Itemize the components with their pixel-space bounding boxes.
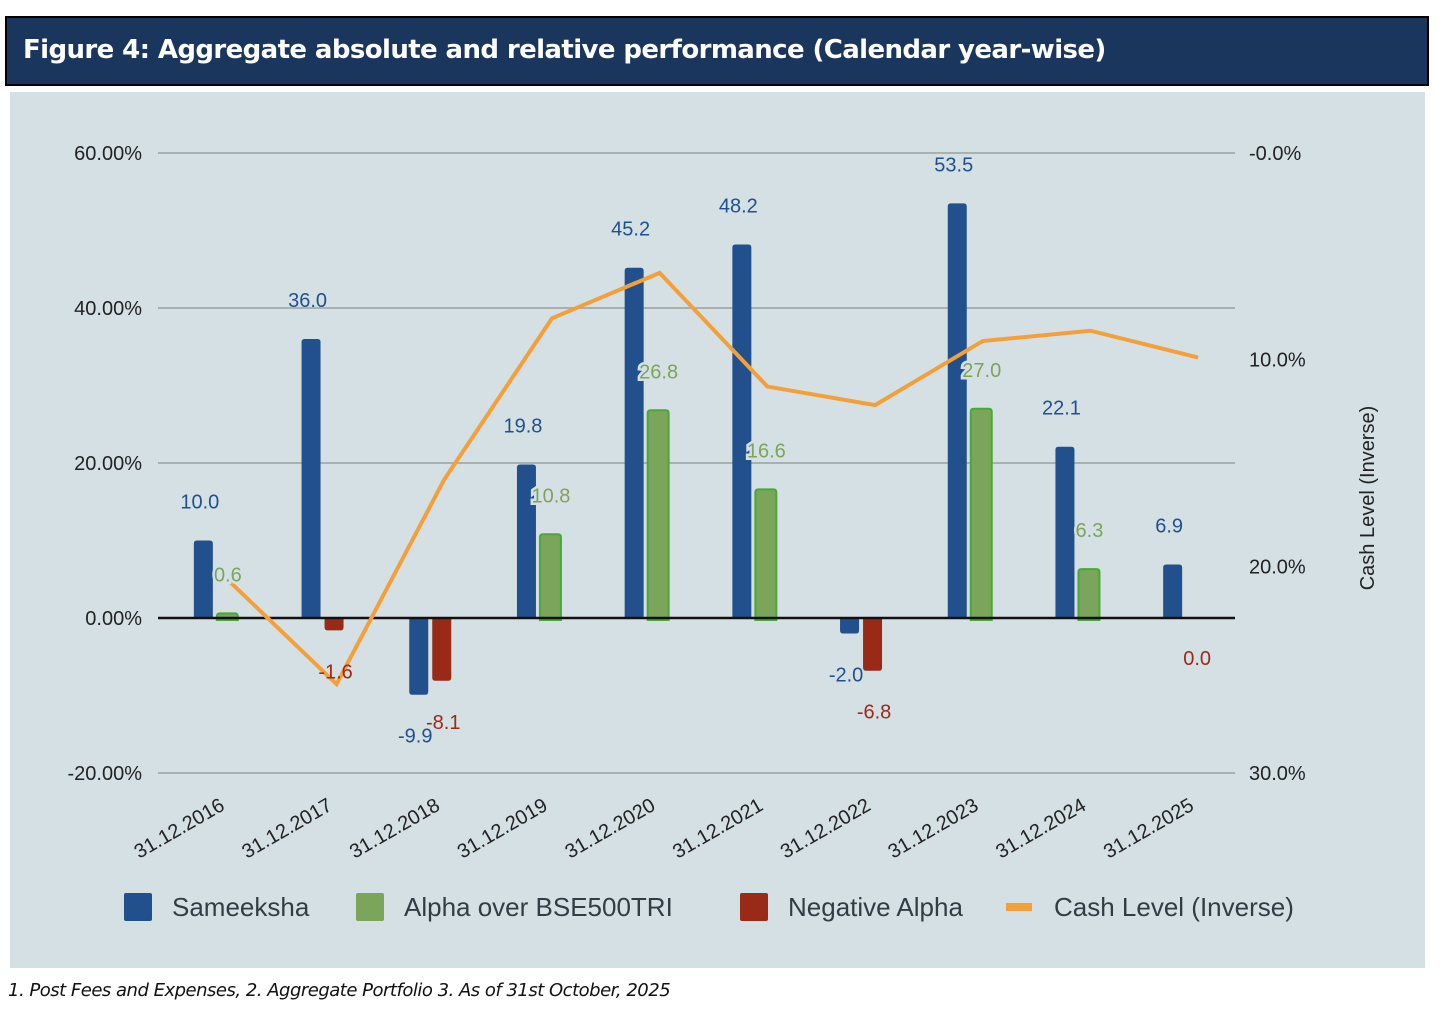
gridlines: [158, 152, 1235, 774]
legend-swatch-alpha: [356, 893, 384, 921]
data-label-alpha: 10.8: [531, 485, 570, 507]
bar-negative-alpha: [432, 618, 452, 681]
bar-alpha: [754, 488, 778, 621]
data-label-sameeksha: 45.2: [611, 219, 650, 241]
right-axis-tick-label: 10.0%: [1249, 350, 1306, 372]
data-label-sameeksha: -2.0: [829, 665, 863, 687]
x-axis-ticks: 31.12.2016 31.12.2017 31.12.2018 31.12.2019…: [131, 794, 1198, 863]
x-axis-tick-label: 31.12.2023: [885, 794, 983, 863]
legend-label-sameeksha: Sameeksha: [172, 892, 310, 922]
data-labels: 10.0 0.6 36.0 -1.6 -9.9-8.1 19.8 10.8 45.2 26.8 4…: [180, 154, 1211, 747]
legend-swatch-negative-alpha: [740, 893, 768, 921]
bar-negative-alpha: [324, 618, 344, 631]
data-label-sameeksha: -9.9: [398, 726, 432, 748]
bar-sameeksha: [301, 339, 321, 618]
bar-sameeksha: [1163, 564, 1183, 618]
bar-alpha: [538, 533, 562, 621]
legend-label-negative-alpha: Negative Alpha: [788, 892, 963, 922]
cash-line-group: [227, 270, 1199, 688]
bar-alpha: [969, 407, 993, 621]
legend: Sameeksha Alpha over BSE500TRI Negative Al…: [124, 892, 1294, 922]
right-axis-tick-label: 30.0%: [1249, 763, 1306, 785]
data-label-negative-alpha: -8.1: [426, 712, 460, 734]
right-axis-tick-label: -0.0%: [1249, 143, 1301, 165]
bar-alpha: [646, 409, 670, 621]
chart-panel: 10.0 0.6 36.0 -1.6 -9.9 -8.1 19.8 10.8 45.2 26.8 4…: [10, 92, 1425, 968]
x-axis-tick-label: 31.12.2020: [561, 794, 659, 863]
x-axis-tick-label: 31.12.2017: [238, 794, 336, 863]
left-axis-tick-label: -20.00%: [68, 763, 143, 785]
data-label-sameeksha: 19.8: [503, 416, 542, 438]
legend-label-alpha: Alpha over BSE500TRI: [404, 892, 673, 922]
bar-sameeksha: [516, 464, 536, 618]
right-axis-tick-label: 20.0%: [1249, 556, 1306, 578]
bar-alpha: [1077, 568, 1101, 621]
combo-chart: 10.0 0.6 36.0 -1.6 -9.9-8.1 19.8 10.8 45.2 26.8 4…: [68, 143, 1380, 922]
data-label-negative-alpha: -6.8: [857, 702, 891, 724]
data-label-negative-alpha: 0.0: [1183, 648, 1211, 670]
left-axis-tick-label: 20.00%: [74, 453, 142, 475]
left-axis-tick-label: 40.00%: [74, 298, 142, 320]
cash-level-line: [227, 270, 1199, 688]
figure-title-bar: Figure 4: Aggregate absolute and relativ…: [5, 16, 1429, 86]
data-label-alpha: 0.6: [214, 564, 242, 586]
figure-title: Figure 4: Aggregate absolute and relativ…: [23, 35, 1106, 65]
data-label-sameeksha: 48.2: [719, 195, 758, 217]
bar-sameeksha: [947, 203, 967, 618]
x-axis-tick-label: 31.12.2018: [346, 794, 444, 863]
x-axis-tick-label: 31.12.2016: [131, 794, 229, 863]
x-axis-tick-label: 31.12.2021: [669, 794, 767, 863]
footnote: 1. Post Fees and Expenses, 2. Aggregate …: [8, 980, 671, 1001]
data-label-alpha: 6.3: [1076, 520, 1104, 542]
data-label-sameeksha: 10.0: [180, 492, 219, 514]
x-axis-tick-label: 31.12.2022: [777, 794, 875, 863]
data-label-alpha: 27.0: [962, 360, 1001, 382]
data-label-sameeksha: 6.9: [1155, 516, 1183, 538]
legend-swatch-cash-level: [1006, 903, 1032, 911]
data-label-alpha: 26.8: [639, 361, 678, 383]
bars: [193, 203, 1183, 695]
bar-negative-alpha: [863, 618, 883, 671]
x-axis-tick-label: 31.12.2025: [1100, 794, 1198, 863]
data-label-sameeksha: 53.5: [934, 154, 973, 176]
bar-sameeksha: [732, 244, 752, 618]
bar-sameeksha: [409, 618, 429, 695]
left-axis-tick-label: 0.00%: [85, 608, 142, 630]
right-axis-ticks: -0.0% 10.0% 20.0% 30.0%: [1249, 143, 1306, 785]
right-axis-title: Cash Level (Inverse): [1357, 406, 1379, 591]
data-label-sameeksha: 36.0: [288, 290, 327, 312]
x-axis-tick-label: 31.12.2019: [454, 794, 552, 863]
data-label-alpha: 16.6: [747, 440, 786, 462]
x-axis-tick-label: 31.12.2024: [992, 794, 1090, 863]
bar-sameeksha: [193, 540, 213, 618]
left-axis-tick-label: 60.00%: [74, 143, 142, 165]
legend-swatch-sameeksha: [124, 893, 152, 921]
legend-label-cash-level: Cash Level (Inverse): [1054, 892, 1294, 922]
bar-sameeksha: [840, 618, 860, 634]
bar-sameeksha: [1055, 446, 1075, 618]
data-label-negative-alpha: -1.6: [318, 661, 352, 683]
data-label-sameeksha: 22.1: [1042, 398, 1081, 420]
left-axis-ticks: 60.00% 40.00% 20.00% 0.00% -20.00%: [68, 143, 143, 785]
bar-sameeksha: [624, 267, 644, 618]
